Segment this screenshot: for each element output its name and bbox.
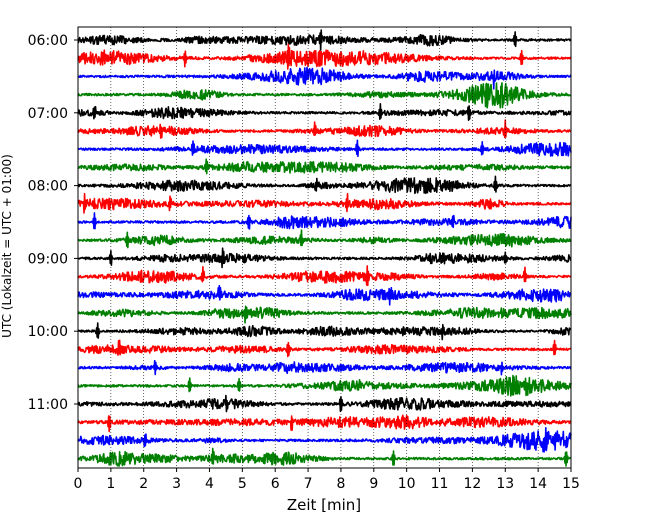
trace-0800 xyxy=(77,175,572,195)
trace-0930 xyxy=(77,284,572,306)
trace-1100 xyxy=(77,394,572,413)
y-tick-label-4: 10:00 xyxy=(28,324,68,340)
y-tick-label-0: 06:00 xyxy=(28,33,68,49)
trace-0600 xyxy=(77,29,572,51)
x-axis-ticks: 0 1 2 3 4 5 6 7 8 9 10 11 12 13 14 15 xyxy=(74,468,580,492)
x-tick-label-5: 5 xyxy=(238,476,247,492)
trace-0915 xyxy=(77,265,572,287)
y-tick-label-2: 08:00 xyxy=(28,179,68,195)
trace-0730 xyxy=(77,139,572,158)
trace-group xyxy=(77,29,572,467)
trace-0945 xyxy=(77,305,572,324)
trace-0900 xyxy=(77,247,572,269)
y-axis-ticks: 06:00 07:00 08:00 09:00 10:00 11:00 xyxy=(28,33,78,413)
x-tick-label-9: 9 xyxy=(369,476,378,492)
x-tick-label-6: 6 xyxy=(271,476,280,492)
x-tick-label-10: 10 xyxy=(398,476,416,492)
trace-1030 xyxy=(77,359,572,376)
x-tick-label-7: 7 xyxy=(304,476,313,492)
trace-1145 xyxy=(77,447,572,467)
x-tick-label-4: 4 xyxy=(205,476,214,492)
y-tick-label-3: 09:00 xyxy=(28,251,68,267)
x-tick-label-13: 13 xyxy=(496,476,514,492)
trace-1130 xyxy=(77,427,572,453)
y-tick-label-5: 11:00 xyxy=(28,397,68,413)
x-tick-label-15: 15 xyxy=(562,476,580,492)
x-tick-label-8: 8 xyxy=(336,476,345,492)
x-tick-label-14: 14 xyxy=(529,476,547,492)
trace-0700 xyxy=(77,102,572,121)
trace-0645 xyxy=(77,82,572,109)
trace-1045 xyxy=(77,374,572,397)
plot-frame xyxy=(77,26,572,469)
x-tick-label-1: 1 xyxy=(106,476,115,492)
x-axis-label: Zeit [min] xyxy=(287,496,361,514)
x-tick-label-12: 12 xyxy=(463,476,481,492)
x-tick-label-11: 11 xyxy=(431,476,449,492)
trace-1115 xyxy=(77,414,572,433)
y-axis-label: UTC (Lokalzeit = UTC + 01:00) xyxy=(0,154,14,338)
trace-0745 xyxy=(77,158,572,175)
y-tick-label-1: 07:00 xyxy=(28,106,68,122)
trace-0830 xyxy=(77,212,572,230)
trace-1000 xyxy=(77,322,572,341)
x-tick-label-2: 2 xyxy=(139,476,148,492)
x-tick-label-0: 0 xyxy=(74,476,83,492)
trace-0815 xyxy=(77,192,572,214)
trace-0615 xyxy=(77,43,572,70)
trace-0715 xyxy=(77,119,572,139)
trace-0630 xyxy=(77,66,572,90)
trace-0845 xyxy=(77,229,572,249)
trace-1015 xyxy=(77,339,572,358)
x-tick-label-3: 3 xyxy=(172,476,181,492)
